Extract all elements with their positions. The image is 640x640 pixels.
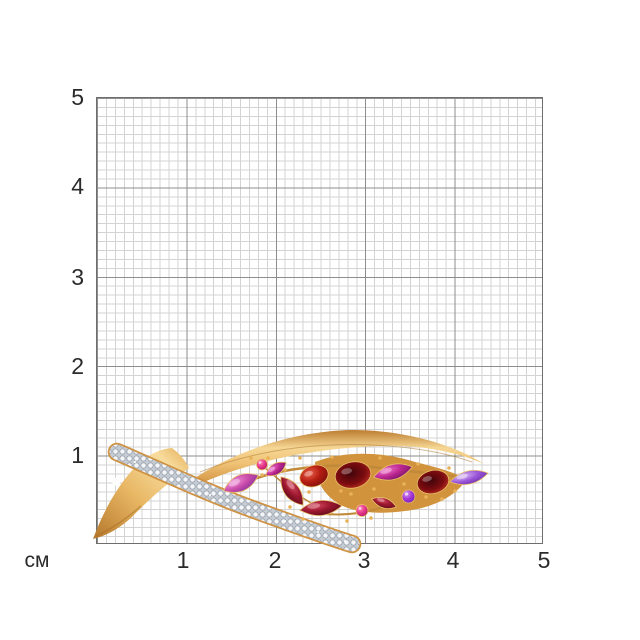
x-axis-label: 5 [537, 547, 551, 573]
gem-marquise-fuchsia [265, 461, 287, 477]
gem-marquise-garnet [371, 497, 397, 509]
gem-marquise-fuchsia [373, 463, 413, 481]
gem-round-ruby [355, 504, 369, 517]
gem-marquise-pink-violet [223, 473, 259, 493]
gem-marquise-amethyst [449, 470, 489, 485]
diamond-pave-ribbon [107, 442, 362, 554]
gold-prongs [249, 455, 457, 523]
x-axis-label: 1 [176, 547, 190, 573]
unit-label-cm: см [24, 549, 50, 572]
gold-top-bar [182, 430, 484, 490]
gem-round-ruby [256, 458, 268, 471]
gem-marquise-garnet [280, 476, 304, 506]
y-axis-label: 1 [71, 442, 84, 468]
gem-oval-garnet-red [299, 464, 329, 488]
y-axis-label: 3 [71, 264, 84, 290]
gem-marquise-garnet [299, 500, 343, 516]
y-axis-label: 2 [71, 353, 84, 379]
x-axis-label: 2 [268, 547, 282, 573]
gem-oval-garnet-dark-core [416, 469, 450, 495]
gem-oval-garnet-dark-core [334, 461, 372, 489]
gemstones [223, 458, 489, 517]
gem-round-amethyst [401, 489, 416, 504]
x-axis-label: 3 [357, 547, 371, 573]
x-axis-label: 4 [446, 547, 460, 573]
y-axis-label: 5 [71, 84, 84, 110]
y-axis-label: 4 [71, 173, 84, 199]
